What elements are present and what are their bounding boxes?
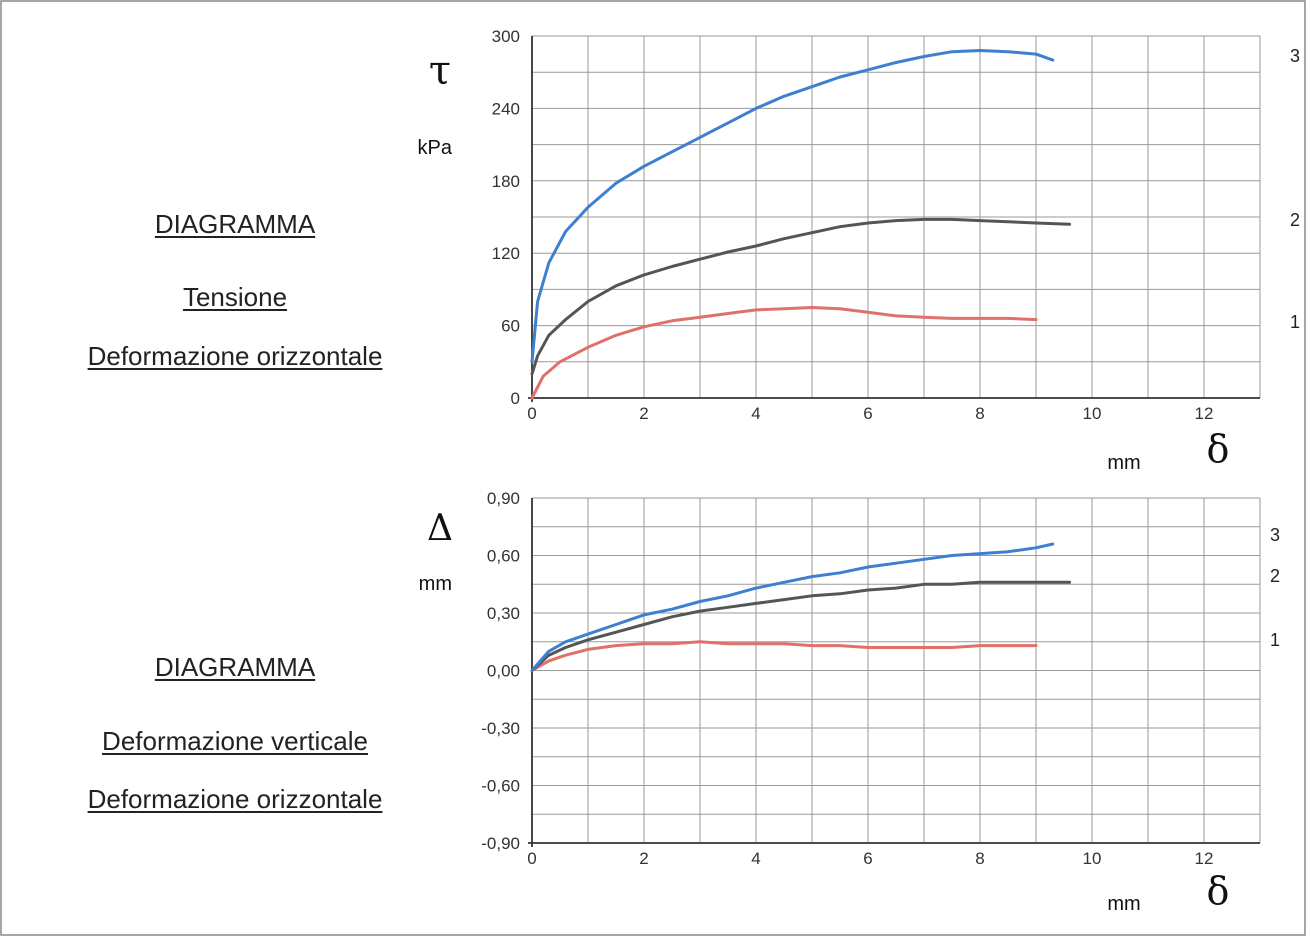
x-tick-label: 8	[975, 849, 984, 868]
y-tick-label: 0	[511, 389, 520, 408]
curve-label-1: 1	[1290, 312, 1300, 332]
y-tick-label: 60	[501, 317, 520, 336]
capital-delta-symbol: Δ	[427, 508, 453, 549]
vertical-x-unit: mm	[1107, 893, 1140, 915]
vertical-deformation-chart: 0 2 4 6 8 10 12 -0,90-0,60-0,300,000,300,600,9…	[419, 489, 1280, 915]
x-tick-label: 4	[751, 849, 760, 868]
series-line-3	[530, 49, 1055, 364]
vertical-y-unit: mm	[419, 573, 452, 595]
y-tick-label: 0,60	[487, 547, 520, 566]
x-tick-label: 2	[639, 849, 648, 868]
delta-symbol: δ	[1207, 427, 1230, 471]
curve-label-2: 2	[1270, 566, 1280, 586]
chart2-title-deformazione-verticale: Deformazione verticale	[102, 726, 368, 756]
series-line-2	[530, 217, 1072, 376]
vertical-chart-y-ticks: -0,90 -0,60 -0,30 0,00 0,30 0,60 0,90	[481, 489, 520, 853]
series-line-1	[530, 640, 1038, 672]
x-tick-label: 12	[1195, 404, 1214, 423]
x-tick-label: 6	[863, 404, 872, 423]
x-tick-label: 4	[751, 404, 760, 423]
y-tick-label: 300	[492, 27, 520, 46]
y-tick-label: -0,30	[481, 719, 520, 738]
tension-y-unit: kPa	[418, 137, 453, 159]
tension-chart-x-ticks: 0 2 4 6 8 10 12	[527, 404, 1213, 423]
x-tick-label: 2	[639, 404, 648, 423]
curve-label-3: 3	[1270, 525, 1280, 545]
y-tick-label: 0,30	[487, 604, 520, 623]
tension-chart-y-ticks: 0 60 120 180 240 300	[492, 27, 520, 408]
curve-label-2: 2	[1290, 210, 1300, 230]
x-tick-label: 0	[527, 849, 536, 868]
curve-label-3: 3	[1290, 46, 1300, 66]
chart1-title-diagramma: DIAGRAMMA	[154, 209, 316, 239]
x-tick-label: 6	[863, 849, 872, 868]
y-tick-label: 240	[492, 99, 520, 118]
x-tick-label: 8	[975, 404, 984, 423]
series-line-3	[530, 542, 1055, 672]
chart2-title-diagramma: DIAGRAMMA	[154, 652, 316, 682]
vertical-chart-grid	[528, 497, 1261, 847]
vertical-chart-x-ticks: 0 2 4 6 8 10 12	[527, 849, 1213, 868]
chart1-title-deformazione-orizzontale: Deformazione orizzontale	[87, 341, 383, 371]
y-tick-label: 120	[492, 244, 520, 263]
vertical-chart-series	[530, 542, 1072, 672]
series-line-2	[530, 580, 1072, 672]
vertical-chart-curve-labels: 1 2 3	[1270, 525, 1280, 650]
tension-chart-curve-labels: 1 2 3	[1290, 46, 1300, 332]
y-tick-label: -0,90	[481, 834, 520, 853]
series-line-1	[530, 306, 1038, 400]
curve-label-1: 1	[1270, 630, 1280, 650]
tension-chart-grid	[528, 35, 1261, 402]
x-tick-label: 10	[1083, 404, 1102, 423]
x-tick-label: 0	[527, 404, 536, 423]
tension-chart-series	[530, 49, 1072, 400]
x-tick-label: 10	[1083, 849, 1102, 868]
chart1-title-tensione: Tensione	[182, 282, 288, 312]
x-tick-label: 12	[1195, 849, 1214, 868]
tension-x-unit: mm	[1107, 452, 1140, 474]
chart2-title-deformazione-orizzontale: Deformazione orizzontale	[87, 784, 383, 814]
y-tick-label: 180	[492, 172, 520, 191]
y-tick-label: -0,60	[481, 777, 520, 796]
y-tick-label: 0,90	[487, 489, 520, 508]
y-tick-label: 0,00	[487, 662, 520, 681]
delta-symbol-bottom: δ	[1207, 869, 1230, 913]
tau-symbol: τ	[429, 48, 451, 94]
